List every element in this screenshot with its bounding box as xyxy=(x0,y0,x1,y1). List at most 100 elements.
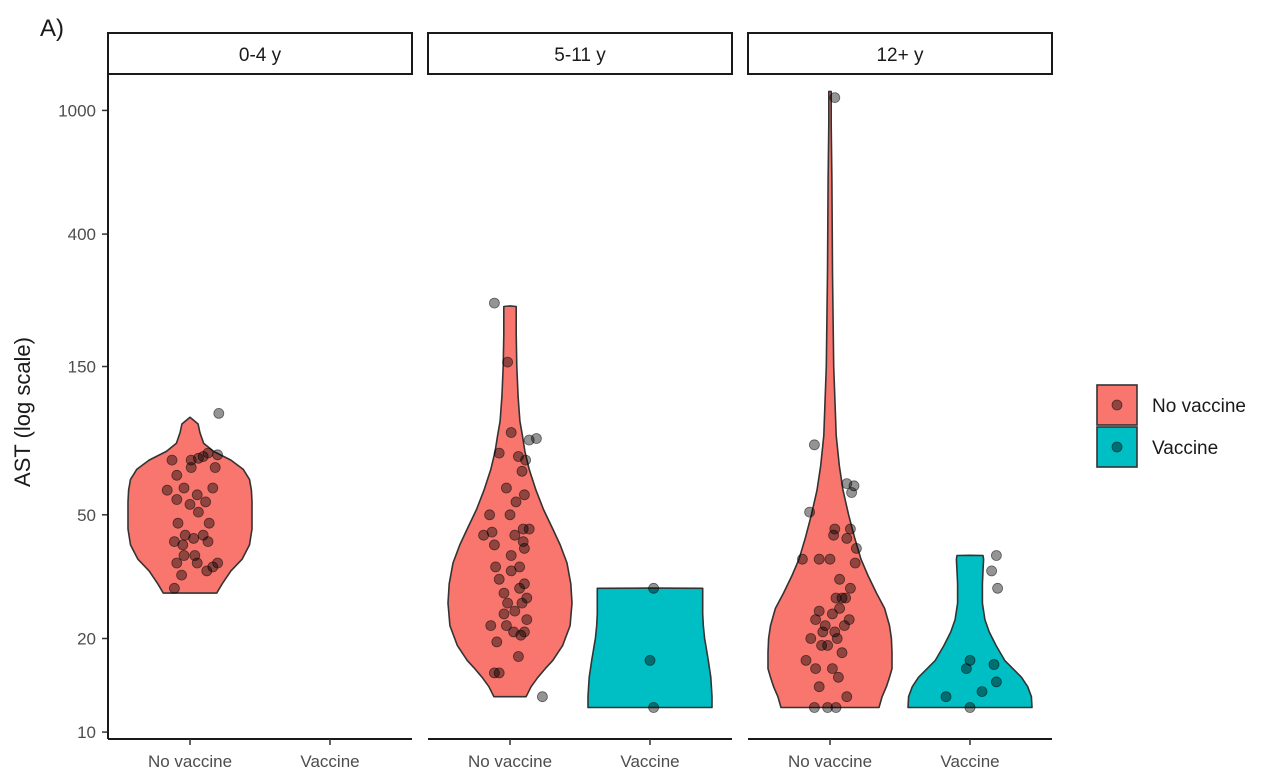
legend-key-point xyxy=(1111,399,1123,411)
data-point xyxy=(176,569,188,581)
data-point xyxy=(498,608,510,620)
data-point xyxy=(834,573,845,585)
data-point xyxy=(846,487,857,498)
data-point xyxy=(797,553,808,565)
facet-strip-label: 12+ y xyxy=(876,45,924,66)
y-tick-label: 1000 xyxy=(58,101,96,120)
data-point xyxy=(517,523,529,535)
data-point xyxy=(493,573,505,585)
facet-strip-label: 0-4 y xyxy=(239,45,282,66)
legend-item: No vaccine xyxy=(1096,384,1246,426)
data-point xyxy=(161,484,173,496)
data-point xyxy=(513,451,524,462)
legend-key xyxy=(1096,426,1138,468)
y-axis: 10 20 50 150 400 1000 xyxy=(58,101,108,742)
data-point xyxy=(189,550,201,561)
data-point xyxy=(500,620,512,631)
data-point xyxy=(817,626,829,638)
data-point xyxy=(836,647,848,659)
data-point xyxy=(845,582,856,594)
panel-tag: A) xyxy=(40,15,64,42)
data-point xyxy=(202,447,214,459)
data-point xyxy=(813,605,825,617)
data-point xyxy=(831,633,843,644)
data-point xyxy=(488,539,500,551)
facet-strip xyxy=(107,32,413,75)
data-point xyxy=(209,462,221,473)
data-point xyxy=(498,587,510,599)
legend: No vaccine Vaccine xyxy=(1096,384,1246,468)
data-point xyxy=(508,626,519,638)
x-tick-label: No vaccine xyxy=(148,752,232,771)
data-point xyxy=(851,543,862,554)
facet-strip xyxy=(427,32,733,75)
violin-shape xyxy=(127,416,253,594)
data-point xyxy=(991,550,1002,561)
data-point xyxy=(178,482,190,494)
legend-key xyxy=(1096,384,1138,426)
data-point xyxy=(514,561,525,573)
data-point xyxy=(986,565,997,577)
data-point xyxy=(813,553,825,565)
data-point xyxy=(509,529,521,541)
data-point xyxy=(964,655,976,666)
data-point xyxy=(184,498,196,510)
data-point xyxy=(490,561,502,573)
y-axis-title: AST (log scale) xyxy=(10,337,35,487)
data-point xyxy=(500,482,512,494)
data-point xyxy=(213,407,225,419)
data-point xyxy=(810,663,821,674)
data-point xyxy=(516,465,528,477)
data-point xyxy=(171,557,183,569)
data-point xyxy=(829,523,841,535)
data-point xyxy=(813,681,825,693)
data-point xyxy=(510,496,522,508)
data-point xyxy=(212,449,224,461)
data-point xyxy=(171,469,183,481)
data-point xyxy=(192,506,204,518)
x-tick-label: Vaccine xyxy=(620,752,679,771)
legend-label: Vaccine xyxy=(1152,438,1218,459)
violin-shape xyxy=(587,587,713,709)
data-point xyxy=(827,663,838,674)
data-point xyxy=(830,592,842,604)
data-point xyxy=(804,506,815,518)
data-point xyxy=(833,671,844,683)
data-point xyxy=(648,702,659,713)
y-tick-label: 20 xyxy=(77,630,96,649)
data-point xyxy=(166,454,178,466)
data-point xyxy=(179,529,191,541)
data-point xyxy=(519,489,530,501)
data-point xyxy=(502,356,514,368)
data-point xyxy=(964,702,976,713)
facet-strip xyxy=(747,32,1053,75)
data-point xyxy=(521,614,533,625)
data-point xyxy=(493,447,505,459)
x-tick-label: No vaccine xyxy=(468,752,552,771)
y-tick-label: 50 xyxy=(77,506,96,525)
data-point xyxy=(491,636,503,648)
data-point xyxy=(988,659,1000,670)
data-point xyxy=(800,655,812,666)
data-point xyxy=(843,614,855,625)
data-point xyxy=(185,462,197,473)
data-point xyxy=(830,702,842,713)
data-point xyxy=(201,565,213,577)
data-point xyxy=(822,702,833,713)
data-point xyxy=(829,92,841,103)
data-point xyxy=(822,640,833,651)
data-point xyxy=(488,297,500,309)
data-point xyxy=(171,494,183,505)
data-point xyxy=(537,691,548,703)
data-point xyxy=(519,543,530,554)
violin-shape xyxy=(767,90,893,709)
data-point xyxy=(509,605,521,617)
data-point xyxy=(523,523,535,535)
facets: 0-4 y No vaccine Vaccine 5-11 y No vaccine Va… xyxy=(107,32,1053,771)
data-point xyxy=(197,529,209,541)
data-point xyxy=(841,478,853,490)
data-point xyxy=(485,620,497,631)
data-point xyxy=(178,550,190,561)
x-tick-label: No vaccine xyxy=(788,752,872,771)
